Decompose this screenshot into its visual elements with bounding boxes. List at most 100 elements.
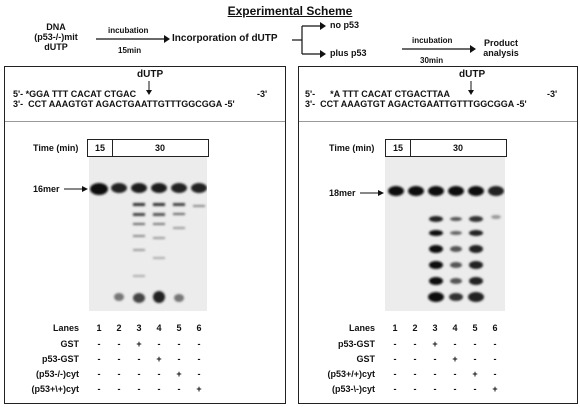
gel-image: [385, 157, 505, 311]
condition-sign: -: [197, 339, 201, 349]
lanes-row: 1 2 3 4 5 6: [385, 323, 505, 335]
time-box: 15 30: [385, 139, 507, 157]
condition-sign: -: [197, 354, 201, 364]
gel-bands: [90, 183, 207, 303]
condition-sign: -: [493, 339, 497, 349]
incorporation-label: Incorporation of dUTP: [172, 33, 278, 44]
condition-label: (p53+\+)cyt: [31, 384, 79, 394]
condition-sign: -: [413, 354, 417, 364]
condition-sign: -: [473, 384, 477, 394]
lane-number: 3: [136, 323, 142, 333]
time-30: 30: [452, 143, 463, 153]
condition-table: GST - - + - - - p53-GST - - - + - - (p53-/-)cyt - - - - + - (…: [9, 339, 219, 399]
arrow-right-icon: [96, 35, 170, 43]
lane-number: 5: [176, 323, 182, 333]
condition-sign: -: [177, 354, 181, 364]
condition-sign: -: [413, 339, 417, 349]
condition-label: GST: [356, 354, 375, 364]
condition-sign: -: [117, 384, 121, 394]
seq-bottom: 3'- CCT AAAGTGT AGACTGAATTGTTTGGCGGA -5': [13, 99, 235, 109]
condition-sign: -: [473, 339, 477, 349]
arrow-right-icon: [402, 45, 476, 53]
time-label: Time (min): [33, 143, 79, 153]
product-line: Product: [483, 38, 518, 48]
condition-sign: +: [432, 339, 438, 349]
seq-bottom: 3'- CCT AAAGTGT AGACTGAATTGTTTGGCGGA -5': [305, 99, 527, 109]
condition-sign: -: [493, 369, 497, 379]
condition-label: (p53-/-)cyt: [35, 369, 79, 379]
condition-label: GST: [60, 339, 79, 349]
time-30: 30: [154, 143, 165, 153]
lane-number: 1: [392, 323, 398, 333]
condition-sign: -: [393, 384, 397, 394]
condition-sign: -: [413, 369, 417, 379]
condition-label: (p53+/+)cyt: [327, 369, 375, 379]
condition-sign: -: [117, 369, 121, 379]
condition-sign: +: [136, 339, 142, 349]
incubation1-label: incubation: [108, 26, 149, 35]
marker-label: 18mer: [329, 188, 356, 198]
incubation1-time: 15min: [118, 46, 142, 55]
condition-sign: -: [97, 384, 101, 394]
condition-sign: -: [137, 384, 141, 394]
condition-sign: -: [473, 354, 477, 364]
lane-number: 2: [412, 323, 418, 333]
right-panel: dUTP 5'- *A TTT CACAT CTGACTTAA -3' 3'- …: [298, 66, 578, 404]
condition-sign: -: [453, 339, 457, 349]
condition-sign: -: [97, 354, 101, 364]
condition-sign: -: [97, 339, 101, 349]
arrow-right-icon: [360, 190, 384, 196]
condition-sign: -: [177, 339, 181, 349]
gel-bands: [388, 186, 504, 302]
arrow-down-icon: [146, 81, 152, 95]
lanes-label: Lanes: [52, 323, 79, 333]
condition-sign: -: [197, 369, 201, 379]
scheme-title: Experimental Scheme: [227, 4, 353, 18]
lanes-row: 1 2 3 4 5 6: [89, 323, 209, 335]
arrow-right-icon: [64, 186, 88, 192]
condition-label: p53-GST: [41, 354, 79, 364]
arrow-down-icon: [468, 81, 474, 95]
condition-sign: -: [117, 339, 121, 349]
time-15: 15: [386, 140, 411, 156]
condition-label: (p53-\-)cyt: [331, 384, 375, 394]
dutp-label: dUTP: [459, 69, 486, 80]
product-block: Product analysis: [476, 38, 526, 58]
condition-sign: -: [493, 354, 497, 364]
condition-sign: -: [117, 354, 121, 364]
lane-number: 3: [432, 323, 438, 333]
marker-label: 16mer: [33, 184, 60, 194]
condition-sign: +: [452, 354, 458, 364]
condition-sign: +: [196, 384, 202, 394]
condition-sign: -: [157, 369, 161, 379]
dna-line: dUTP: [44, 42, 68, 52]
condition-sign: -: [433, 384, 437, 394]
lane-number: 4: [156, 323, 162, 333]
incubation2-label: incubation: [412, 36, 453, 45]
lanes-label: Lanes: [348, 323, 375, 333]
product-line: analysis: [483, 48, 519, 58]
divider: [299, 121, 577, 122]
seq-top: 5'- *A TTT CACAT CTGACTTAA: [305, 89, 450, 99]
seq-top-end: -3': [547, 89, 558, 99]
divider: [5, 121, 285, 122]
gel-image: [89, 157, 207, 311]
condition-sign: +: [176, 369, 182, 379]
time-label: Time (min): [329, 143, 375, 153]
condition-table: p53-GST - - + - - - GST - - - + - - (p53+/+)cyt - - - - + - (…: [303, 339, 513, 399]
condition-sign: -: [453, 369, 457, 379]
time-box: 15 30: [87, 139, 209, 157]
branch-plus-p53: plus p53: [330, 48, 367, 58]
dna-line: (p53-/-)mit: [34, 32, 78, 42]
condition-sign: -: [177, 384, 181, 394]
time-15: 15: [88, 140, 113, 156]
condition-sign: -: [137, 354, 141, 364]
left-panel: dUTP 5'- *GGA TTT CACAT CTGAC -3' 3'- CC…: [4, 66, 286, 404]
condition-sign: -: [393, 354, 397, 364]
dna-block: DNA (p53-/-)mit dUTP: [26, 22, 86, 52]
condition-sign: -: [393, 369, 397, 379]
condition-sign: +: [156, 354, 162, 364]
dna-line: DNA: [46, 22, 66, 32]
condition-label: p53-GST: [337, 339, 375, 349]
lane-number: 2: [116, 323, 122, 333]
